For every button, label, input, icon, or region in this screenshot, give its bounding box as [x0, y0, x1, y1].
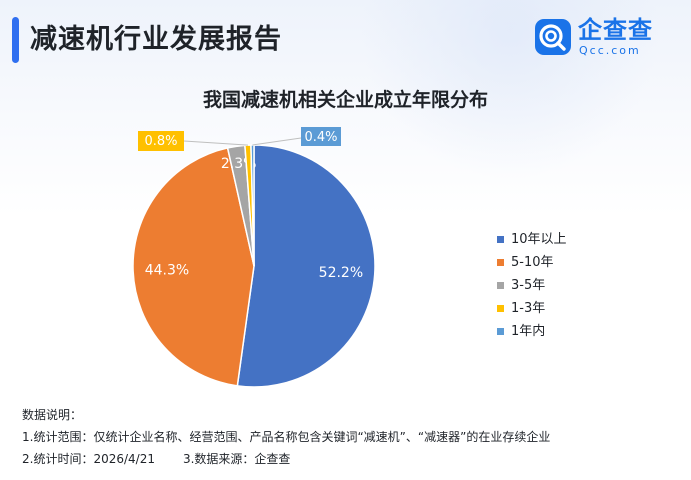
legend-item-2: 3-5年: [497, 274, 567, 297]
legend-item-0: 10年以上: [497, 228, 567, 251]
notes-time-source: 2.统计时间：2026/4/21 3.数据来源：企查查: [22, 448, 550, 470]
legend-item-4: 1年内: [497, 320, 567, 343]
slice-label-0: 52.2%: [319, 265, 363, 281]
legend-swatch-2: [497, 282, 504, 289]
callout-box-3: [138, 131, 184, 151]
legend-swatch-3: [497, 305, 504, 312]
slice-label-4: 0.4%: [304, 130, 337, 145]
data-notes: 数据说明： 1.统计范围：仅统计企业名称、经营范围、产品名称包含关键词“减速机”…: [22, 404, 550, 470]
logo-name: 企查查: [578, 16, 653, 44]
slice-label-3: 0.8%: [144, 134, 177, 149]
callout-line-4: [252, 137, 302, 146]
pie-slice-0: [236, 144, 376, 388]
legend-label-1: 5-10年: [511, 255, 554, 270]
pie-chart: 52.2%44.3%2.3%0.8% 0.4%: [132, 127, 376, 388]
legend-label-3: 1-3年: [511, 301, 546, 316]
page-title: 减速机行业发展报告: [30, 24, 282, 55]
notes-time: 2.统计时间：2026/4/21: [22, 452, 155, 466]
logo-domain: Qcc.com: [579, 44, 641, 57]
chart-legend: 10年以上 5-10年 3-5年 1-3年 1年内: [497, 228, 567, 343]
header-accent-bar: [12, 17, 19, 63]
legend-item-1: 5-10年: [497, 251, 567, 274]
pie-slice-1: [132, 147, 255, 387]
legend-item-3: 1-3年: [497, 297, 567, 320]
slice-label-1: 44.3%: [145, 263, 189, 279]
legend-label-4: 1年内: [511, 324, 546, 339]
notes-heading: 数据说明：: [22, 408, 83, 422]
notes-source: 3.数据来源：企查查: [182, 452, 291, 466]
legend-swatch-0: [497, 236, 504, 243]
callout-box-4: [301, 127, 341, 146]
callout-line-3: [183, 140, 248, 146]
qcc-logo-icon: [535, 19, 571, 55]
legend-label-2: 3-5年: [511, 278, 546, 293]
legend-label-0: 10年以上: [511, 232, 567, 247]
legend-swatch-1: [497, 259, 504, 266]
legend-swatch-4: [497, 328, 504, 335]
chart-title: 我国减速机相关企业成立年限分布: [202, 89, 488, 111]
notes-scope: 1.统计范围：仅统计企业名称、经营范围、产品名称包含关键词“减速机”、“减速器”…: [22, 430, 551, 444]
